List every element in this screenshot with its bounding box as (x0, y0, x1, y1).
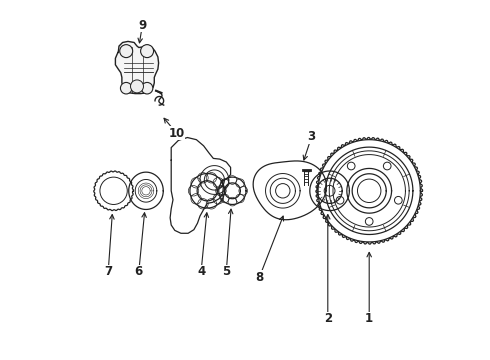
Text: 6: 6 (135, 265, 143, 278)
Text: 4: 4 (197, 265, 205, 278)
Text: 9: 9 (138, 19, 147, 32)
Circle shape (141, 45, 153, 58)
Text: 10: 10 (169, 127, 185, 140)
Text: 7: 7 (104, 265, 112, 278)
Text: 3: 3 (308, 130, 316, 143)
Polygon shape (116, 41, 159, 94)
Circle shape (121, 82, 132, 94)
Circle shape (141, 82, 153, 94)
Text: 8: 8 (255, 271, 264, 284)
Text: 1: 1 (365, 312, 373, 325)
Text: 2: 2 (324, 312, 332, 325)
Text: 5: 5 (222, 265, 230, 278)
Circle shape (130, 80, 144, 93)
Circle shape (120, 45, 133, 58)
